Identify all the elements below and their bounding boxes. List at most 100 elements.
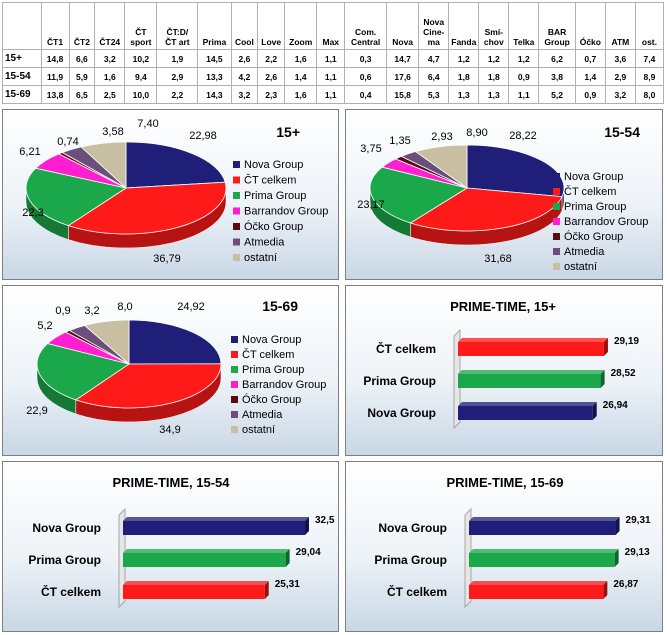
chart-title: 15+ [276, 124, 300, 140]
table-cell: 2,5 [94, 85, 126, 104]
column-header: Nova [386, 2, 420, 50]
legend-entry: Prima Group [242, 364, 304, 376]
column-header: ČT sport [124, 2, 158, 50]
legend-swatch [233, 207, 240, 215]
bar-prima-group [123, 553, 286, 567]
bar-top-t-celkem [469, 581, 608, 585]
data-label: 7,40 [137, 118, 158, 130]
pie-slice-ostatn [83, 319, 130, 365]
bar-chart-prime-time-15plus: PRIME-TIME, 15+ ČT celkem 29,19 Prima Group… [363, 299, 639, 430]
table-cell: 2,6 [257, 67, 286, 86]
bar-nova-group [123, 521, 305, 535]
table-cell: 0,9 [574, 85, 606, 104]
data-label: 22,9 [26, 405, 47, 417]
bar-t-celkem [123, 585, 265, 599]
pie-slice-t-celkem [74, 363, 222, 409]
legend-swatch [231, 366, 238, 373]
table-cell: 1,9 [156, 49, 199, 68]
pie-chart-15plus-panel: 22,98 36,79 22,3 6,21 0,74 3,58 7,40 15+ Nova Gr… [2, 109, 339, 280]
legend-swatch [233, 254, 240, 261]
bar-end-t-celkem [603, 581, 608, 599]
column-header: Óčko [574, 2, 606, 50]
chart-title: 15-69 [262, 298, 298, 314]
legend-swatch [553, 173, 560, 180]
chart-title: 15-54 [604, 124, 640, 140]
table-cell: 2,3 [257, 85, 286, 104]
column-header: ČT:D/ ČT art [156, 2, 199, 50]
legend-entry: Atmedia [564, 246, 605, 258]
pie-chart-15plus: 22,98 36,79 22,3 6,21 0,74 3,58 7,40 15+ Nova Gr… [19, 118, 328, 265]
table-body: 15+ 14,8 6,6 3,2 10,2 1,9 14,5 2,6 2,2 1,6 1,1 0,3 1… [2, 49, 665, 104]
table-cell: 0,6 [344, 67, 388, 86]
data-label: 23,17 [357, 199, 385, 211]
category-label: Prima Group [28, 553, 101, 567]
table-cell: 2,9 [156, 67, 199, 86]
table-cell: 0,9 [508, 67, 540, 86]
category-label: Nova Group [378, 521, 447, 535]
category-label: Prima Group [374, 553, 447, 567]
chart-title: PRIME-TIME, 15+ [450, 299, 556, 314]
legend-entry: Nova Group [242, 334, 301, 346]
table-cell: 1,3 [478, 85, 510, 104]
table-row: 15-54 11,9 5,9 1,6 9,4 2,9 13,3 4,2 2,6 1,4 1,1 0,6… [2, 67, 665, 86]
bar-nova-group [458, 406, 593, 420]
pie-chart-15-54-panel: 28,22 31,68 23,17 3,75 1,35 2,93 8,90 15-54 Nova… [345, 109, 663, 280]
column-header: Max [316, 2, 346, 50]
column-header: Love [257, 2, 286, 50]
column-header [2, 2, 42, 50]
legend-entry: Barrandov Group [244, 206, 328, 218]
data-label: 22,98 [189, 130, 217, 142]
bar-top-nova-group [458, 402, 597, 406]
legend-entry: Barrandov Group [564, 216, 648, 228]
bar-top-nova-group [469, 517, 620, 521]
table-cell: 3,2 [94, 49, 126, 68]
column-header: Cool [230, 2, 259, 50]
chart-title: PRIME-TIME, 15-54 [112, 475, 230, 490]
column-header: ČT2 [68, 2, 96, 50]
table-cell: 3,2 [230, 85, 259, 104]
legend-swatch [231, 336, 238, 343]
pie-slice-ostatn [414, 144, 468, 189]
column-header: ATM [604, 2, 636, 50]
data-label: 24,92 [177, 301, 205, 313]
data-label: 36,79 [153, 253, 181, 265]
table-cell: 1,2 [478, 49, 510, 68]
legend-entry: Atmedia [242, 409, 283, 421]
table-cell: 1,1 [508, 85, 540, 104]
data-label: 8,0 [117, 301, 132, 313]
pie-slice-nova-group [128, 319, 222, 365]
legend-swatch [553, 233, 560, 240]
column-header: Prima [197, 2, 232, 50]
legend-swatch [553, 203, 560, 210]
table-cell: 1,8 [448, 67, 480, 86]
table-row: 15+ 14,8 6,6 3,2 10,2 1,9 14,5 2,6 2,2 1,6 1,1 0,3 1… [2, 49, 665, 68]
data-label: 3,2 [84, 305, 99, 317]
table-cell: 6,5 [68, 85, 96, 104]
table-cell: 3,2 [604, 85, 636, 104]
data-label: 28,52 [611, 368, 636, 379]
column-header: Nova Cine- ma [418, 2, 450, 50]
bar-top-prima-group [123, 549, 290, 553]
legend-swatch [233, 223, 240, 230]
category-label: Prima Group [363, 374, 436, 388]
category-label: ČT celkem [41, 584, 101, 599]
table-header-row: ČT1 ČT2 ČT24 ČT sport ČT:D/ ČT art Prima Cool L… [2, 2, 665, 50]
bar-chart-prime-time-15-69-panel: PRIME-TIME, 15-69 Nova Group 29,31 Prima Gr… [345, 461, 663, 632]
table-cell: 0,3 [344, 49, 388, 68]
data-label: 6,21 [19, 146, 40, 158]
bar-prima-group [469, 553, 615, 567]
row-label: 15+ [2, 49, 42, 68]
legend-entry: Barrandov Group [242, 379, 326, 391]
table-cell: 13,8 [40, 85, 70, 104]
table-cell: 14,5 [197, 49, 232, 68]
column-header: ČT24 [94, 2, 126, 50]
legend-entry: Nova Group [244, 159, 303, 171]
pie-slice-nova-group [466, 144, 565, 198]
legend-entry: Prima Group [244, 190, 306, 202]
data-label: 29,31 [626, 515, 651, 526]
data-label: 31,68 [484, 253, 512, 265]
legend-entry: Óčko Group [242, 393, 301, 406]
legend-entry: ČT celkem [242, 348, 294, 361]
column-header: ost. [634, 2, 665, 50]
table-cell: 5,9 [68, 67, 96, 86]
